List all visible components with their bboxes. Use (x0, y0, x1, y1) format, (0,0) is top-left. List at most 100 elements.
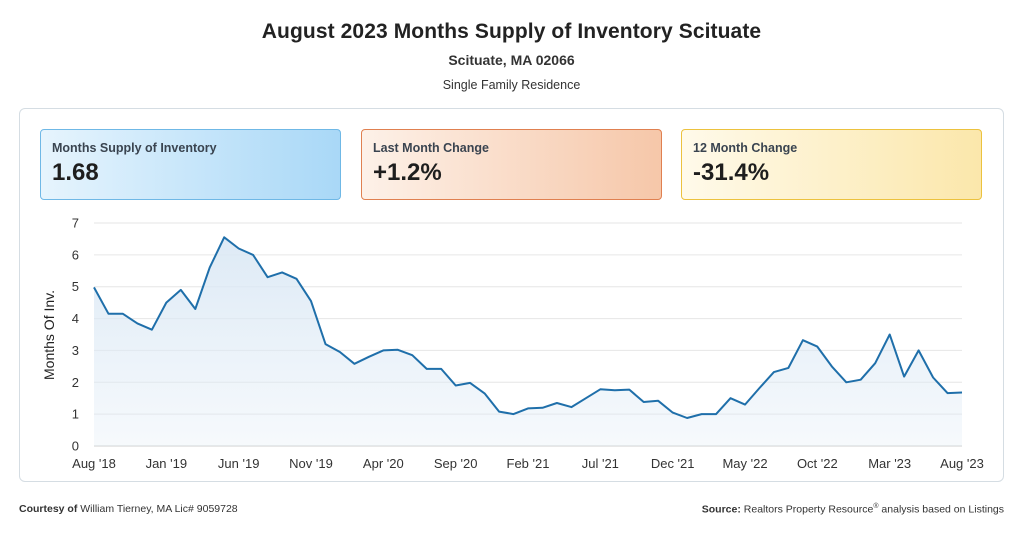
data-point-37 (628, 389, 630, 391)
courtesy-label: Courtesy of (19, 503, 78, 515)
data-point-29 (513, 413, 515, 415)
data-point-23 (426, 368, 428, 370)
data-point-31 (542, 407, 544, 409)
x-tick-label-1: Jan '19 (146, 456, 188, 471)
data-point-32 (556, 402, 558, 404)
x-tick-label-7: Jul '21 (582, 456, 619, 471)
data-point-34 (585, 397, 587, 399)
data-point-38 (643, 401, 645, 403)
data-point-15 (310, 300, 312, 302)
x-tick-label-5: Sep '20 (434, 456, 478, 471)
data-point-3 (137, 323, 139, 325)
y-tick-label-0: 0 (72, 439, 79, 454)
data-point-59 (947, 392, 949, 394)
data-point-40 (672, 412, 674, 414)
x-tick-label-11: Mar '23 (868, 456, 911, 471)
y-tick-labels: 0 1 2 3 4 5 6 7 (72, 216, 79, 454)
card-12-month-change-label: 12 Month Change (693, 141, 798, 155)
registered-mark: ® (873, 503, 879, 510)
data-point-7 (194, 308, 196, 310)
card-months-supply-label: Months Supply of Inventory (52, 141, 217, 155)
x-tick-label-0: Aug '18 (72, 456, 116, 471)
data-point-51 (831, 366, 833, 368)
source-text: Realtors Property Resource (743, 503, 874, 516)
data-point-25 (455, 385, 457, 387)
data-point-11 (252, 254, 254, 256)
data-point-22 (411, 354, 413, 356)
data-point-39 (657, 400, 659, 402)
data-point-57 (918, 350, 920, 352)
data-point-28 (498, 411, 500, 413)
series-line (93, 236, 963, 419)
x-tick-label-2: Jun '19 (218, 456, 260, 471)
data-point-60 (961, 392, 963, 394)
x-tick-label-9: May '22 (722, 456, 767, 471)
series-area (94, 237, 962, 446)
x-tick-label-6: Feb '21 (507, 456, 550, 471)
data-point-42 (701, 413, 703, 415)
card-last-month-change-label: Last Month Change (373, 141, 489, 155)
y-tick-label-3: 3 (72, 343, 79, 358)
data-point-16 (325, 343, 327, 345)
data-point-43 (715, 413, 717, 415)
data-point-41 (686, 417, 688, 419)
data-point-24 (440, 368, 442, 370)
courtesy-text: William Tierney, MA Lic# 9059728 (80, 503, 238, 515)
y-tick-label-2: 2 (72, 375, 79, 390)
data-point-10 (238, 248, 240, 250)
data-point-55 (889, 334, 891, 336)
data-point-47 (773, 371, 775, 373)
data-point-50 (817, 346, 819, 348)
y-tick-label-5: 5 (72, 279, 79, 294)
data-point-26 (469, 382, 471, 384)
x-tick-label-4: Apr '20 (363, 456, 404, 471)
data-point-12 (267, 276, 269, 278)
data-point-5 (166, 302, 168, 304)
card-months-supply-value: 1.68 (52, 159, 99, 186)
card-12-month-change: 12 Month Change -31.4% (681, 129, 982, 200)
y-tick-label-4: 4 (72, 311, 79, 326)
x-tick-label-3: Nov '19 (289, 456, 333, 471)
y-tick-label-7: 7 (72, 216, 79, 231)
data-point-1 (108, 313, 110, 315)
data-point-36 (614, 389, 616, 391)
data-point-52 (845, 381, 847, 383)
source-suffix: analysis based on Listings (881, 503, 1004, 516)
source-footer: Source: Realtors Property Resource® anal… (702, 503, 1004, 516)
data-point-35 (600, 388, 602, 390)
card-last-month-change-value: +1.2% (373, 159, 442, 186)
data-point-45 (744, 404, 746, 406)
data-point-21 (397, 349, 399, 351)
chart-header: August 2023 Months Supply of Inventory S… (0, 20, 1023, 92)
card-last-month-change: Last Month Change +1.2% (361, 129, 662, 200)
data-point-27 (484, 393, 486, 395)
card-months-supply: Months Supply of Inventory 1.68 (40, 129, 341, 200)
chart-subtitle: Scituate, MA 02066 (448, 52, 575, 68)
card-12-month-change-value: -31.4% (693, 159, 770, 186)
data-point-46 (759, 387, 761, 389)
x-tick-label-10: Oct '22 (797, 456, 838, 471)
data-point-9 (223, 237, 225, 239)
data-point-6 (180, 289, 182, 291)
source-label: Source: (701, 503, 741, 516)
data-point-14 (296, 278, 298, 280)
data-point-18 (354, 363, 356, 365)
property-type-caption: Single Family Residence (442, 78, 581, 92)
data-point-13 (281, 272, 283, 274)
data-point-48 (788, 367, 790, 369)
x-tick-labels: Aug '18 Jan '19 Jun '19 Nov '19 Apr '20 Sep '… (72, 456, 984, 471)
data-point-49 (802, 339, 804, 341)
data-point-58 (932, 377, 934, 379)
data-point-20 (383, 350, 385, 352)
data-point-17 (339, 351, 341, 353)
data-point-0 (93, 287, 95, 289)
x-tick-label-12: Aug '23 (940, 456, 984, 471)
y-tick-label-1: 1 (72, 407, 79, 422)
data-point-33 (571, 406, 573, 408)
series-line-layer (93, 236, 963, 419)
data-point-53 (860, 379, 862, 381)
data-point-8 (209, 267, 211, 269)
x-tick-label-8: Dec '21 (651, 456, 695, 471)
y-tick-label-6: 6 (72, 247, 79, 262)
